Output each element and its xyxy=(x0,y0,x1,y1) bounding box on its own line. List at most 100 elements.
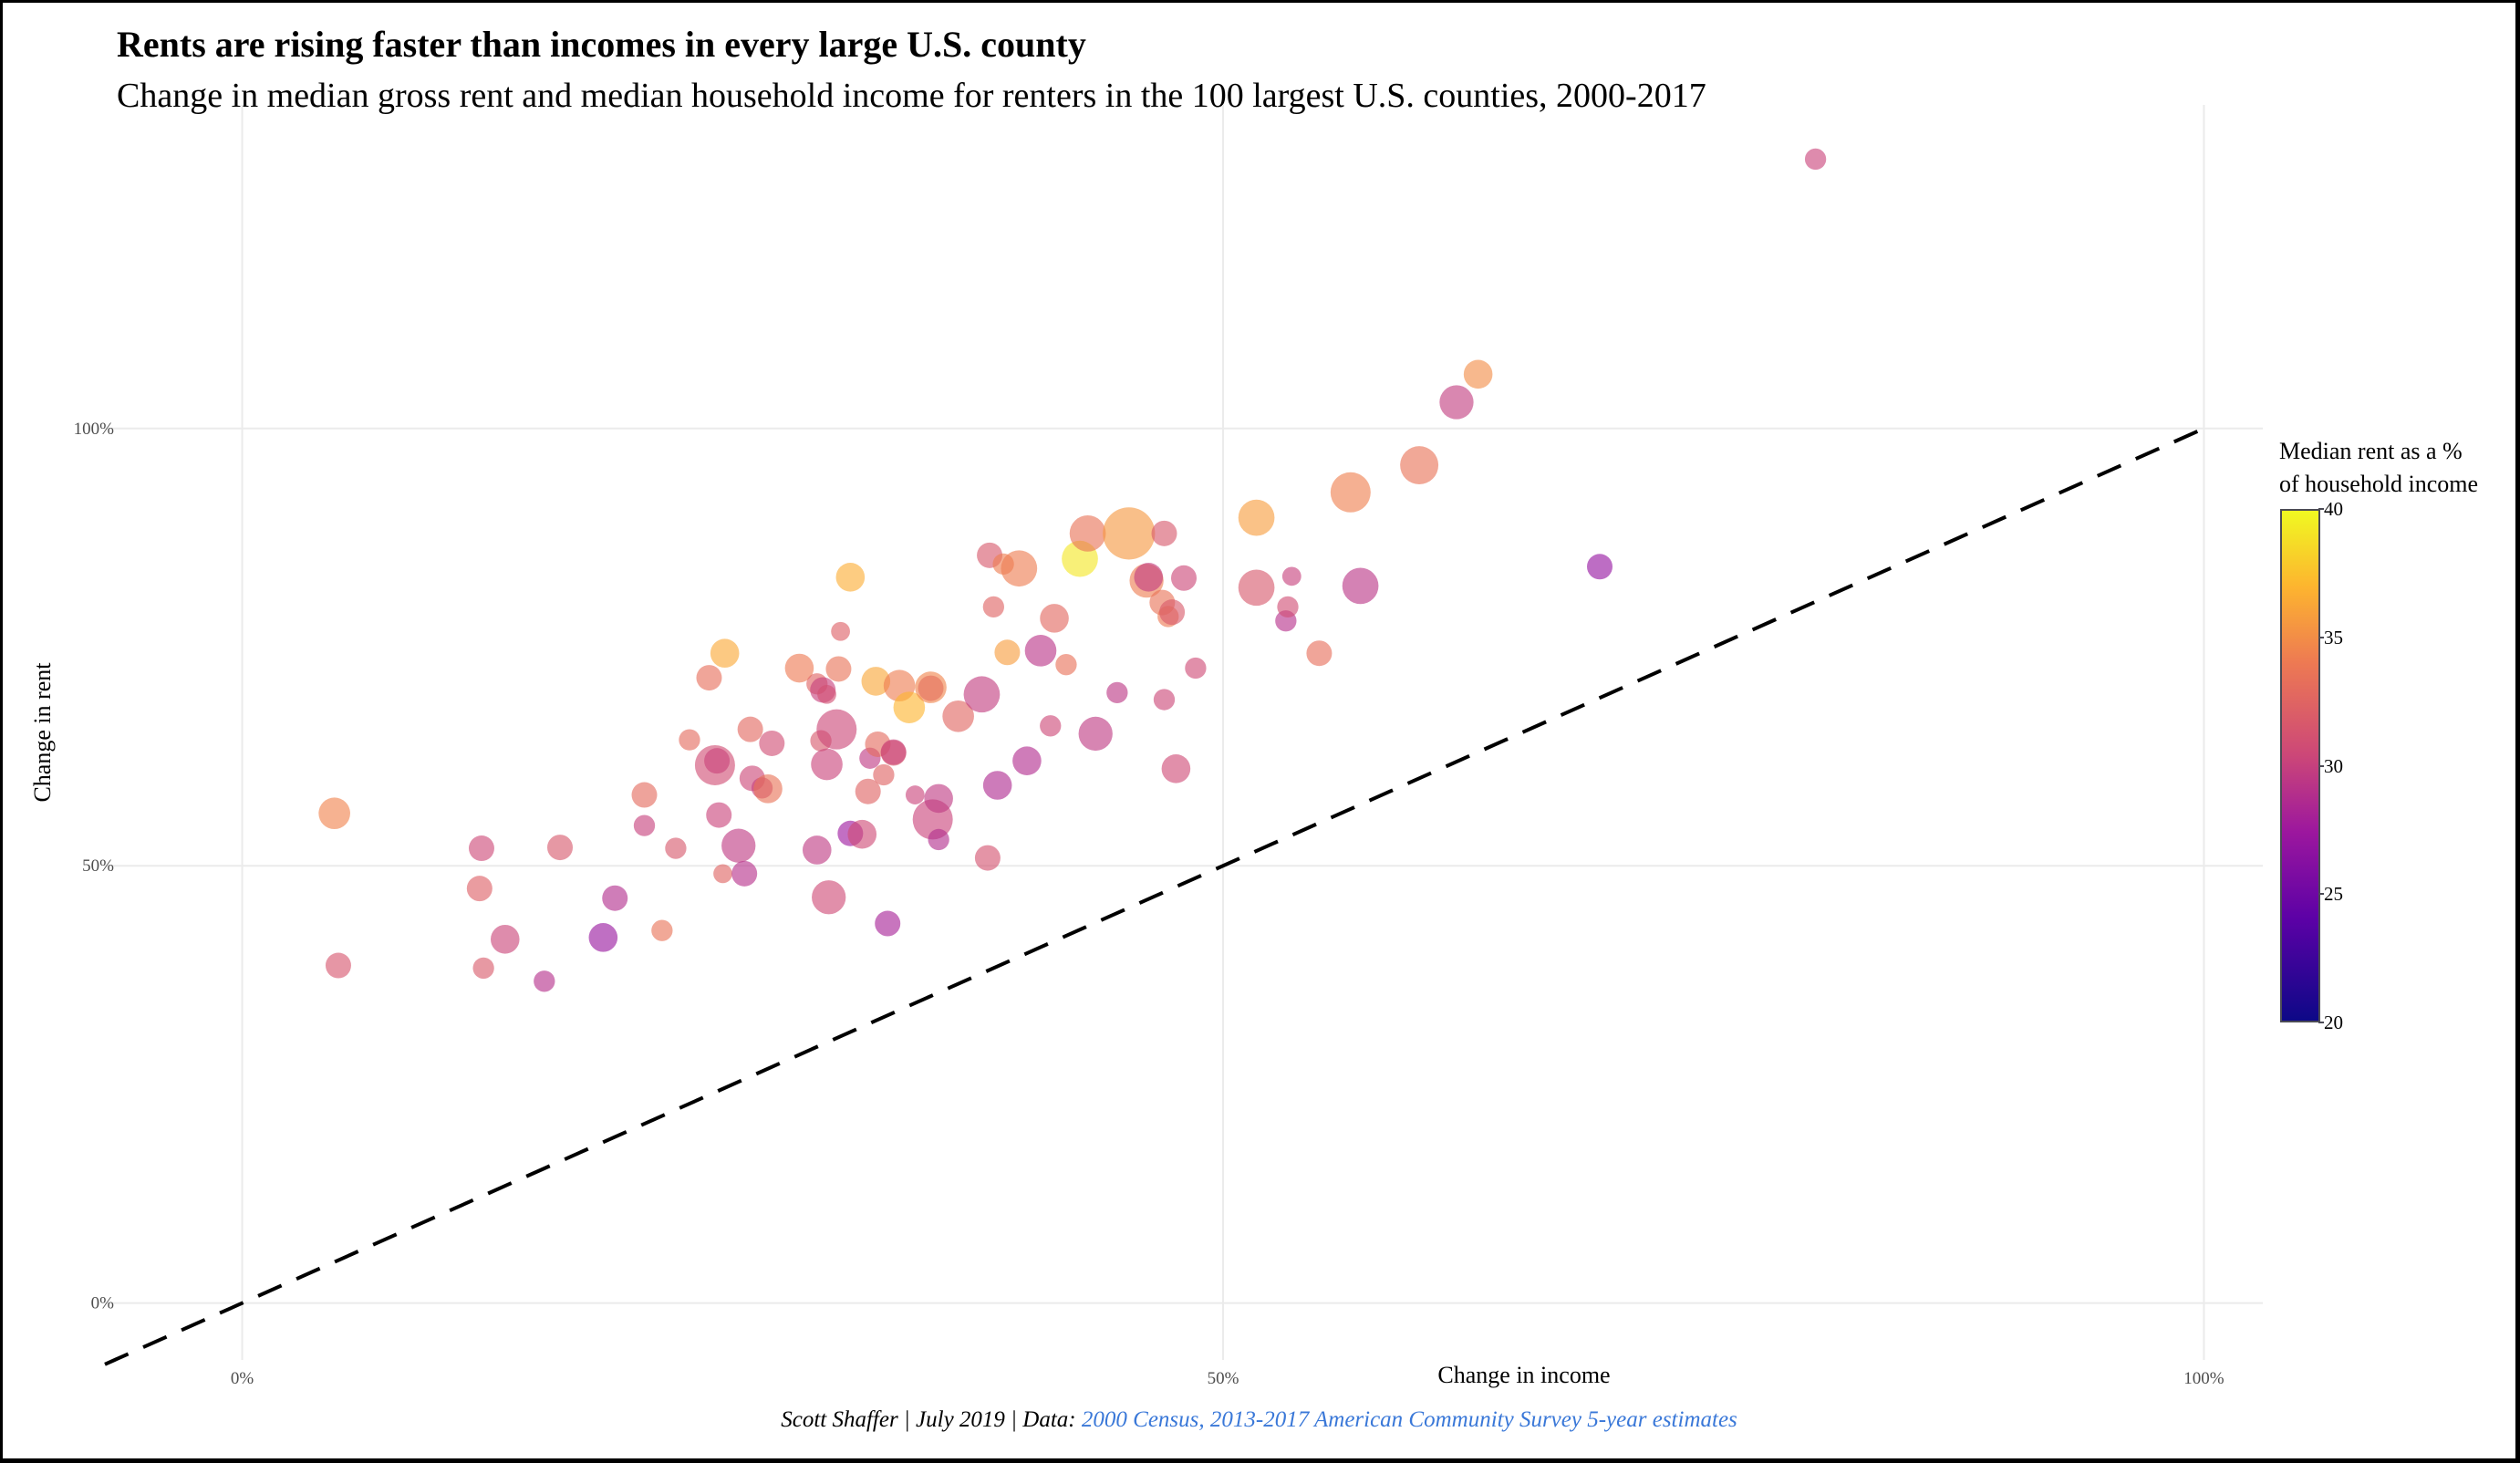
data-point xyxy=(905,785,925,804)
data-point xyxy=(759,730,785,756)
data-point xyxy=(1238,499,1275,536)
data-point xyxy=(1330,472,1371,513)
data-point xyxy=(942,700,974,732)
data-point xyxy=(1277,596,1299,618)
data-point xyxy=(588,923,618,952)
data-point xyxy=(1586,554,1613,580)
data-point xyxy=(1159,599,1186,626)
data-point xyxy=(1103,507,1156,560)
legend-title-line2: of household income xyxy=(2279,471,2479,497)
data-point xyxy=(812,880,846,915)
data-point xyxy=(963,676,1001,713)
data-point xyxy=(974,845,1001,871)
legend-tick-label: 30 xyxy=(2324,754,2343,777)
data-point xyxy=(994,639,1021,666)
data-point xyxy=(875,910,901,937)
data-point xyxy=(704,748,731,774)
data-point xyxy=(1012,746,1042,775)
x-tick-label: 50% xyxy=(1208,1369,1239,1388)
data-point xyxy=(710,638,740,669)
data-point xyxy=(706,802,732,828)
data-point xyxy=(1024,635,1057,667)
data-point xyxy=(737,716,763,742)
data-point xyxy=(753,774,783,804)
caption-author: Scott Shaffer | July 2019 | Data: xyxy=(781,1407,1082,1432)
data-point xyxy=(665,837,687,859)
data-point xyxy=(1400,446,1439,485)
legend-tick-label: 40 xyxy=(2324,498,2343,520)
data-point xyxy=(1306,640,1333,667)
legend-tick-mark xyxy=(2318,1022,2324,1023)
data-point xyxy=(1171,565,1197,591)
data-point xyxy=(784,653,814,683)
data-point xyxy=(831,621,850,641)
caption-source-link[interactable]: 2000 Census, 2013-2017 American Communit… xyxy=(1081,1407,1737,1432)
data-points xyxy=(318,148,1827,992)
data-point xyxy=(847,819,877,849)
data-point xyxy=(651,919,673,941)
legend-tick-mark xyxy=(2318,764,2324,767)
data-point xyxy=(1106,681,1128,704)
data-point xyxy=(880,739,907,765)
data-point xyxy=(534,970,555,992)
legend-tick-mark xyxy=(2318,508,2324,510)
data-point xyxy=(1134,562,1164,592)
y-axis-label: Change in rent xyxy=(29,662,56,803)
data-point xyxy=(924,783,953,814)
data-point xyxy=(811,748,843,781)
data-point xyxy=(696,665,722,691)
data-point xyxy=(631,782,658,808)
data-point xyxy=(915,671,947,703)
chart-title: Rents are rising faster than incomes in … xyxy=(117,24,1086,65)
data-point xyxy=(679,729,700,751)
data-point xyxy=(1342,567,1379,605)
legend-title-line1: Median rent as a % xyxy=(2279,438,2463,464)
gridlines xyxy=(105,105,2263,1360)
data-point xyxy=(893,691,926,723)
data-point xyxy=(490,924,520,954)
reference-line xyxy=(104,426,2205,1366)
y-tick-label: 50% xyxy=(82,856,114,876)
data-point xyxy=(713,864,732,884)
data-point xyxy=(547,835,574,861)
x-axis-ticks: 0% 50% 100% xyxy=(231,1369,2224,1388)
legend-tick-label: 25 xyxy=(2324,883,2343,906)
scatter-plot: 0% 50% 100% 0% 50% 100% Change in income Cha… xyxy=(29,105,2263,1388)
x-axis-label: Change in income xyxy=(1437,1362,1610,1388)
data-point xyxy=(817,684,836,704)
data-point xyxy=(928,828,949,851)
data-point xyxy=(1804,148,1827,171)
y-axis-ticks: 0% 50% 100% xyxy=(74,420,115,1313)
data-point xyxy=(466,876,493,902)
x-tick-label: 0% xyxy=(231,1369,254,1388)
data-point xyxy=(1463,359,1493,389)
chart-subtitle: Change in median gross rent and median h… xyxy=(117,77,1706,115)
data-point xyxy=(802,835,832,865)
data-point xyxy=(1078,716,1113,752)
data-point xyxy=(1040,604,1069,633)
identity-line xyxy=(104,426,2205,1366)
data-point xyxy=(1001,550,1038,587)
data-point xyxy=(721,828,756,863)
data-point xyxy=(1439,385,1474,420)
data-point xyxy=(1151,520,1177,546)
data-point xyxy=(731,860,758,887)
y-tick-label: 100% xyxy=(74,420,115,439)
data-point xyxy=(472,957,494,980)
x-tick-label: 100% xyxy=(2183,1369,2224,1388)
legend-tick-mark xyxy=(2318,636,2324,638)
data-point xyxy=(1161,753,1191,783)
data-point xyxy=(873,763,895,786)
data-point xyxy=(1069,514,1106,552)
data-point xyxy=(1153,689,1176,711)
data-point xyxy=(1281,566,1301,586)
data-point xyxy=(825,656,852,682)
caption: Scott Shaffer | July 2019 | Data: 2000 C… xyxy=(3,1407,2515,1433)
data-point xyxy=(633,815,656,836)
data-point xyxy=(1185,657,1207,680)
data-point xyxy=(855,778,881,804)
legend-tick-label: 20 xyxy=(2324,1012,2343,1033)
chart-frame: Rents are rising faster than incomes in … xyxy=(3,3,2515,1458)
data-point xyxy=(1055,654,1077,676)
data-point xyxy=(1040,715,1062,737)
